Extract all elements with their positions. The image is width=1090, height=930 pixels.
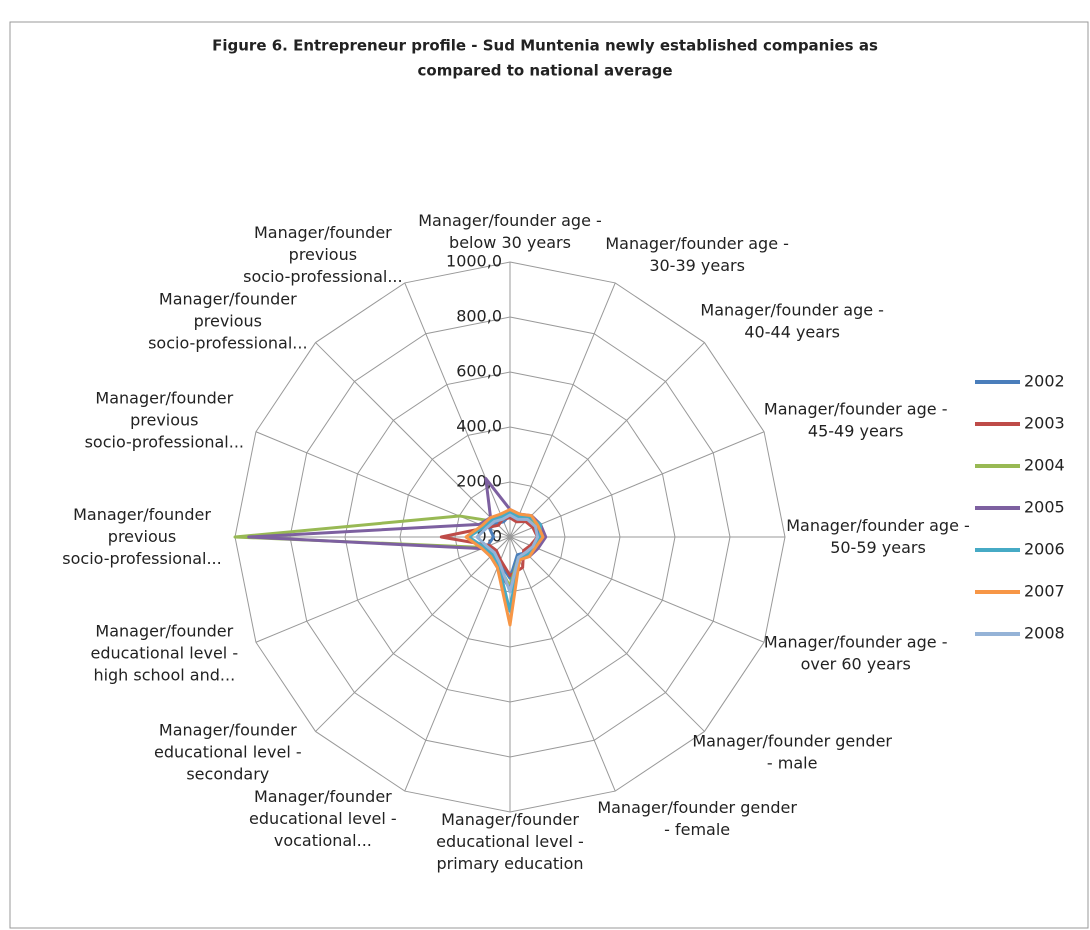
- legend-label: 2008: [1024, 624, 1065, 643]
- spoke: [509, 536, 765, 643]
- category-label: Manager/founder educational level -second…: [154, 720, 302, 783]
- legend-label: 2004: [1024, 456, 1065, 475]
- r-tick-label: 800,0: [456, 307, 502, 326]
- series-line: [464, 508, 545, 627]
- chart-frame: [9, 21, 1089, 929]
- category-label: Manager/founder previous socio-professiona…: [243, 223, 402, 286]
- spoke: [315, 342, 511, 538]
- spoke: [509, 536, 616, 792]
- legend-label: 2003: [1024, 414, 1065, 433]
- legend-label: 2005: [1024, 498, 1065, 517]
- spoke: [509, 282, 616, 538]
- category-label: Manager/founder age -30-39 years: [605, 234, 789, 275]
- r-tick-label: 400,0: [456, 417, 502, 436]
- series-line: [475, 513, 539, 594]
- legend-label: 2007: [1024, 582, 1065, 601]
- category-label: Manager/founder age -over 60 years: [764, 632, 948, 673]
- r-tick-label: 600,0: [456, 362, 502, 381]
- category-label: Manager/founder gender - male: [692, 731, 892, 772]
- spoke: [509, 431, 765, 538]
- chart-title: Figure 6. Entrepreneur profile - Sud Mun…: [212, 36, 878, 79]
- category-label: Manager/founder educational level -high s…: [90, 621, 238, 684]
- category-label: Manager/founder age -40-44 years: [700, 300, 884, 341]
- legend-label: 2002: [1024, 372, 1065, 391]
- category-label: Manager/founder age -45-49 years: [764, 399, 948, 440]
- spoke: [315, 536, 511, 732]
- legend-label: 2006: [1024, 540, 1065, 559]
- category-label: Manager/founder previous socio-professiona…: [62, 505, 221, 568]
- category-label: Manager/founder previous socio-professiona…: [85, 388, 244, 451]
- spoke: [509, 342, 705, 538]
- spoke: [404, 282, 511, 538]
- category-label: Manager/founder gender - female: [597, 797, 797, 838]
- category-label: Manager/founder age -50-59 years: [786, 516, 970, 557]
- spoke: [509, 536, 705, 732]
- r-tick-label: 1000,0: [446, 252, 502, 271]
- category-label: Manager/founder educational level -vocati…: [249, 786, 397, 849]
- category-label: Manager/founder educational level -primar…: [436, 810, 584, 873]
- category-label: Manager/founder age -below 30 years: [418, 211, 602, 252]
- spoke: [255, 536, 511, 643]
- series-line: [439, 516, 539, 577]
- spoke: [255, 431, 511, 538]
- r-tick-label: 200,0: [456, 472, 502, 491]
- spoke: [404, 536, 511, 792]
- category-label: Manager/founder previous socio-professiona…: [148, 289, 307, 352]
